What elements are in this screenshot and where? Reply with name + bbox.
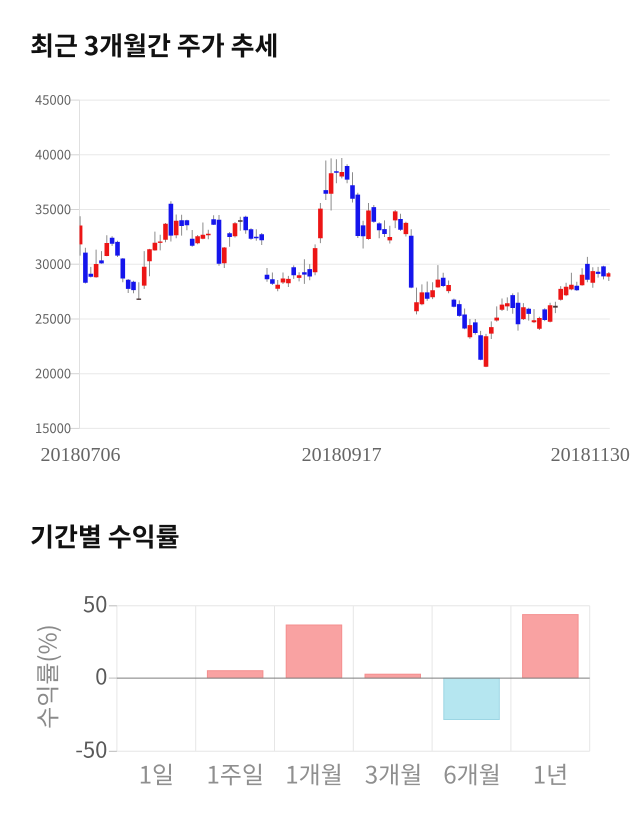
svg-text:20180917: 20180917: [302, 444, 382, 466]
svg-text:20181130: 20181130: [551, 444, 630, 466]
svg-text:20180706: 20180706: [41, 444, 121, 466]
